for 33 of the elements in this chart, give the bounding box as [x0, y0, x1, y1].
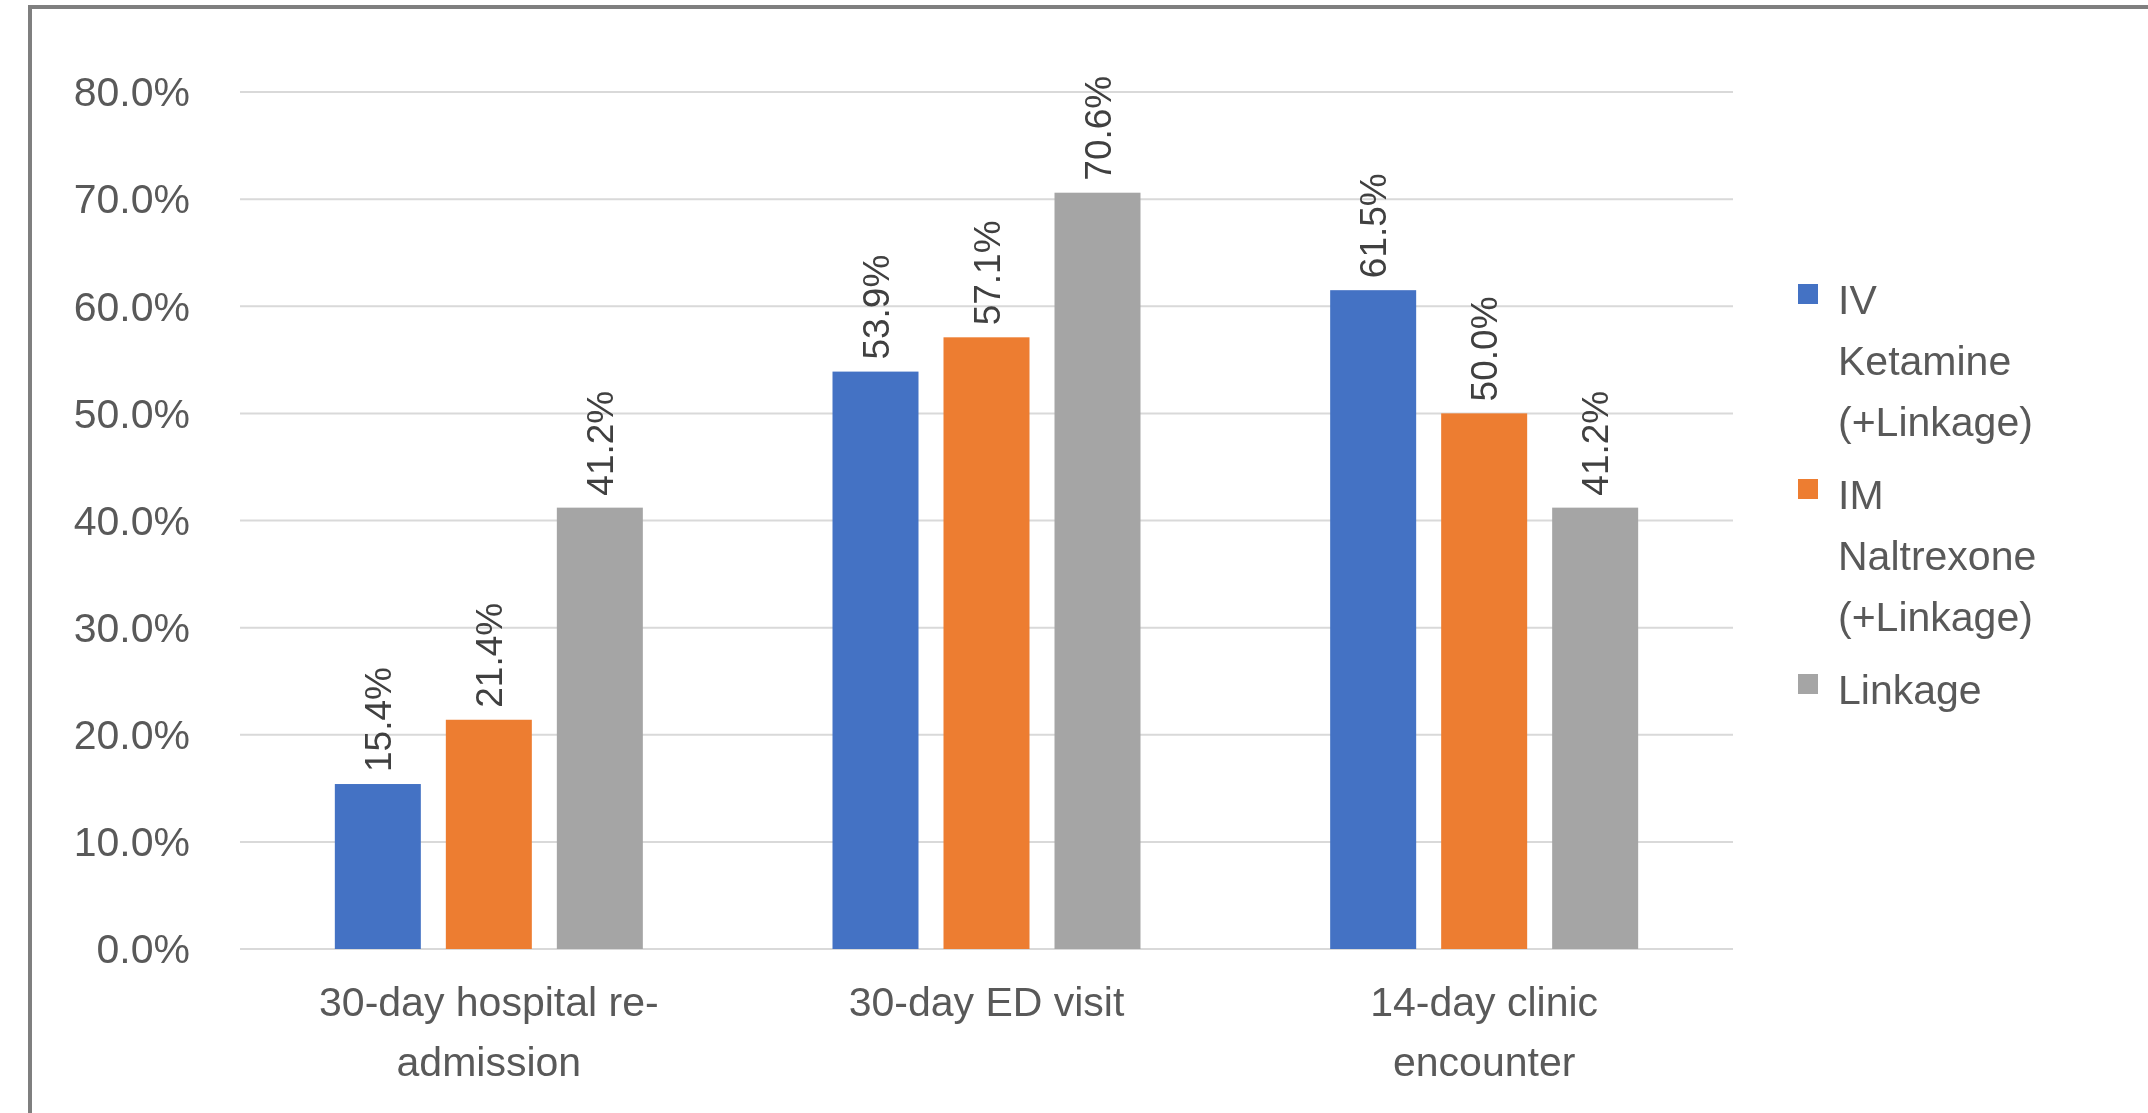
- data-label: 70.6%: [1077, 75, 1119, 181]
- data-label: 21.4%: [468, 602, 510, 708]
- bar: [943, 337, 1030, 949]
- bar: [1552, 507, 1639, 949]
- y-tick-label: 80.0%: [73, 69, 190, 116]
- legend-label: IM Naltrexone (+Linkage): [1838, 472, 2037, 641]
- bar: [1441, 413, 1528, 949]
- x-tick-label: 30-day ED visit: [848, 979, 1125, 1025]
- data-label: 41.2%: [579, 390, 621, 496]
- y-tick-label: 0.0%: [96, 926, 190, 973]
- data-label: 41.2%: [1575, 390, 1617, 496]
- legend-label: IV Ketamine (+Linkage): [1838, 277, 2033, 446]
- legend-label: Linkage: [1838, 667, 1982, 714]
- bar: [556, 507, 643, 949]
- y-tick-label: 30.0%: [73, 604, 190, 651]
- bar: [1054, 192, 1141, 949]
- data-label: 50.0%: [1464, 296, 1506, 402]
- data-label: 15.4%: [357, 667, 399, 773]
- y-tick-label: 70.0%: [73, 176, 190, 223]
- x-tick-label: 30-day hospital re-admission: [319, 979, 659, 1085]
- bar: [334, 784, 421, 949]
- x-tick-label: 14-day clinic encounter: [1370, 979, 1599, 1085]
- y-tick-label: 40.0%: [73, 497, 190, 544]
- bar: [1330, 290, 1417, 949]
- y-tick-label: 50.0%: [73, 390, 190, 437]
- y-tick-label: 20.0%: [73, 712, 190, 759]
- data-label: 53.9%: [855, 254, 897, 360]
- bar: [832, 371, 919, 949]
- data-label: 57.1%: [966, 220, 1008, 326]
- y-tick-label: 60.0%: [73, 283, 190, 330]
- bar: [445, 719, 532, 949]
- data-label: 61.5%: [1353, 173, 1395, 279]
- y-tick-label: 10.0%: [73, 819, 190, 866]
